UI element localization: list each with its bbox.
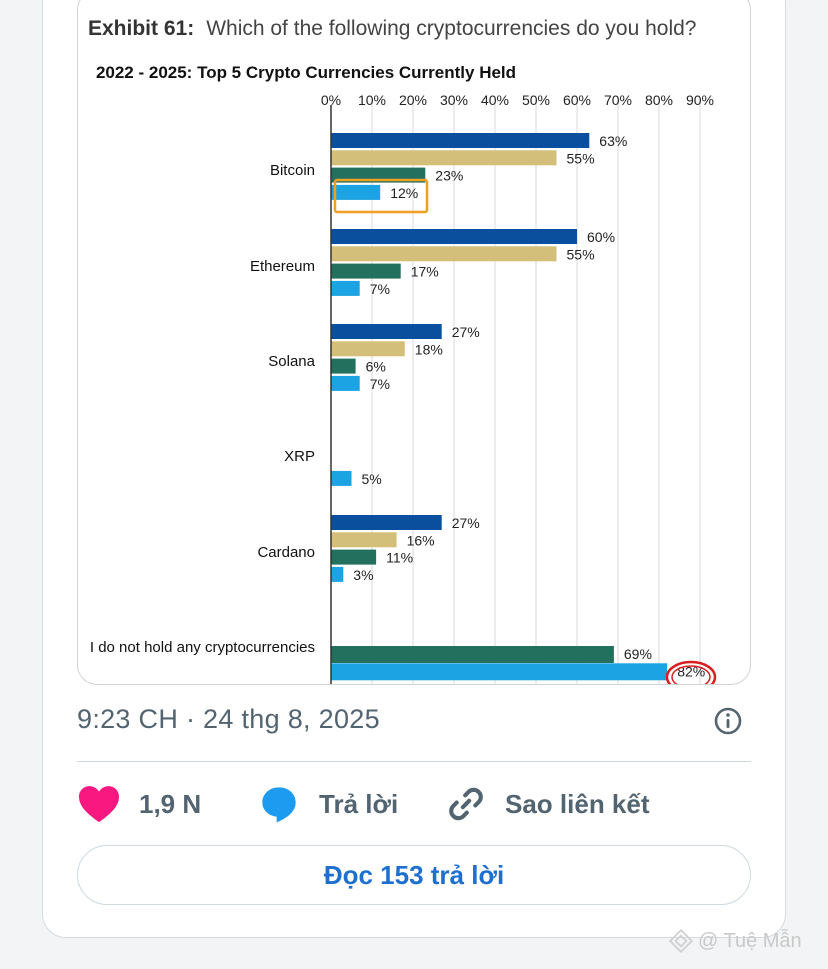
bar xyxy=(331,515,442,530)
data-label: 55% xyxy=(567,150,595,166)
bar xyxy=(331,133,590,148)
data-label: 63% xyxy=(599,133,627,149)
bar xyxy=(331,646,614,663)
exhibit-question: Which of the following cryptocurrencies … xyxy=(206,17,697,40)
x-tick-label: 40% xyxy=(481,92,509,108)
data-label: 17% xyxy=(411,264,439,280)
x-tick-label: 0% xyxy=(321,92,341,108)
category-label: Solana xyxy=(268,353,315,370)
exhibit-heading: Exhibit 61: Which of the following crypto… xyxy=(88,17,696,41)
bar xyxy=(331,470,352,486)
heart-icon xyxy=(79,786,119,823)
x-tick-label: 60% xyxy=(563,92,591,108)
bar xyxy=(331,532,397,548)
x-tick-label: 90% xyxy=(686,92,714,108)
read-replies-button[interactable]: Đọc 153 trả lời xyxy=(77,845,751,905)
exhibit-label: Exhibit 61: xyxy=(88,17,195,40)
bar xyxy=(331,246,557,262)
highlight-box xyxy=(333,178,429,214)
bar xyxy=(331,663,668,681)
like-button[interactable]: 1,9 N xyxy=(77,780,201,828)
bar xyxy=(331,263,401,279)
bar xyxy=(331,324,442,339)
tweet-media-image[interactable]: Exhibit 61: Which of the following crypto… xyxy=(77,0,751,685)
bar xyxy=(331,280,360,296)
bar xyxy=(331,566,344,582)
speech-bubble-icon xyxy=(262,787,296,823)
link-icon xyxy=(449,787,483,821)
bar xyxy=(331,375,360,391)
copy-link-label: Sao liên kết xyxy=(505,788,650,819)
data-label: 69% xyxy=(624,646,652,662)
data-label: 27% xyxy=(452,324,480,340)
chart-title: 2022 - 2025: Top 5 Crypto Currencies Cur… xyxy=(96,63,516,82)
category-label: XRP xyxy=(284,448,315,465)
data-label: 60% xyxy=(587,229,615,245)
reply-label: Trả lời xyxy=(319,788,399,819)
bar xyxy=(331,229,577,244)
data-label: 18% xyxy=(415,341,443,357)
watermark-text: @ Tuệ Mẫn xyxy=(698,929,802,952)
category-label: Bitcoin xyxy=(270,162,315,179)
reply-button[interactable]: Trả lời xyxy=(259,780,398,828)
info-icon[interactable] xyxy=(713,706,743,736)
data-label: 6% xyxy=(366,359,386,375)
diamond-logo-icon xyxy=(668,928,694,954)
data-label: 12% xyxy=(390,185,418,201)
category-label: Cardano xyxy=(257,544,315,561)
divider xyxy=(77,761,751,762)
copy-link-button[interactable]: Sao liên kết xyxy=(447,780,650,828)
watermark: @ Tuệ Mẫn xyxy=(668,928,802,954)
data-label: 16% xyxy=(407,532,435,548)
tweet-timestamp[interactable]: 9:23 CH · 24 thg 8, 2025 xyxy=(77,704,380,734)
bar xyxy=(331,184,381,200)
bar xyxy=(331,150,557,166)
data-label: 23% xyxy=(435,168,463,184)
category-label: Ethereum xyxy=(250,258,315,275)
x-tick-label: 10% xyxy=(358,92,386,108)
x-tick-label: 50% xyxy=(522,92,550,108)
data-label: 11% xyxy=(386,550,413,566)
action-bar: 1,9 N Trả lời Sao liên kết xyxy=(77,780,751,828)
highlight-circle-inner xyxy=(671,665,711,684)
bar xyxy=(331,358,356,374)
data-label: 3% xyxy=(353,567,373,583)
x-tick-label: 20% xyxy=(399,92,427,108)
bar xyxy=(331,549,377,565)
data-label: 27% xyxy=(452,515,480,531)
data-label: 5% xyxy=(362,471,382,487)
data-label: 55% xyxy=(567,246,595,262)
x-tick-label: 30% xyxy=(440,92,468,108)
data-label: 7% xyxy=(370,281,390,297)
x-tick-label: 70% xyxy=(604,92,632,108)
bar-chart: 2022 - 2025: Top 5 Crypto Currencies Cur… xyxy=(90,63,717,684)
like-count: 1,9 N xyxy=(139,788,202,819)
x-tick-label: 80% xyxy=(645,92,673,108)
data-label: 7% xyxy=(370,376,390,392)
bar xyxy=(331,341,405,357)
highlight-circle xyxy=(665,660,717,684)
category-label: I do not hold any cryptocurrencies xyxy=(90,639,315,656)
